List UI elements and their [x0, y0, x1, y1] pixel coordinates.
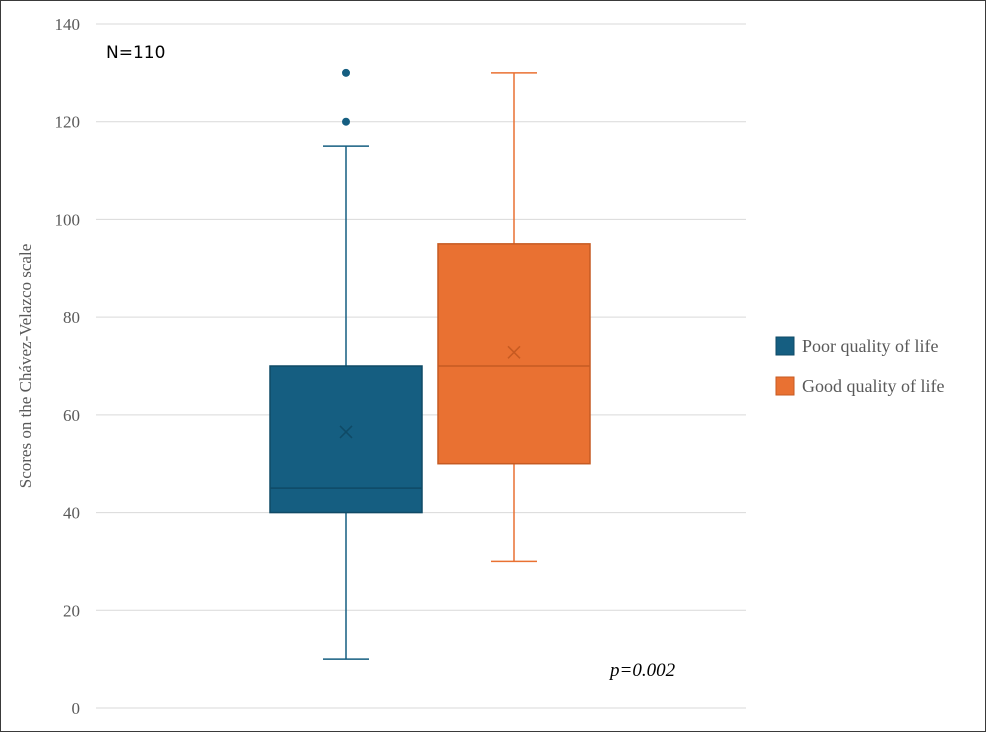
mean-marker	[339, 425, 353, 439]
y-axis-ticks: 0 20 40 60 80 100 120 140	[55, 15, 81, 718]
y-tick-label: 60	[63, 406, 80, 425]
y-tick-label: 20	[63, 601, 80, 620]
box-poor-quality	[269, 68, 423, 660]
interquartile-box	[269, 365, 423, 514]
legend-swatch	[775, 336, 795, 356]
interquartile-box	[437, 243, 591, 465]
y-tick-label: 40	[63, 504, 80, 523]
y-tick-label: 80	[63, 308, 80, 327]
box-series	[269, 68, 591, 660]
legend-label: Good quality of life	[802, 376, 944, 396]
outlier-point	[342, 68, 350, 77]
box-good-quality	[437, 72, 591, 563]
y-tick-label: 100	[55, 210, 81, 229]
y-tick-label: 120	[55, 113, 81, 132]
y-axis-label: Scores on the Chávez-Velazco scale	[16, 244, 35, 489]
gridlines	[96, 23, 746, 611]
p-value-note: p=0.002	[608, 660, 676, 681]
legend-swatch	[775, 376, 795, 396]
outlier-point	[342, 117, 350, 126]
sample-size-note: N=110	[106, 43, 165, 63]
mean-marker	[507, 345, 521, 359]
y-tick-label: 0	[72, 699, 81, 718]
legend: Poor quality of life Good quality of life	[775, 336, 944, 396]
y-tick-label: 140	[55, 15, 81, 34]
legend-label: Poor quality of life	[802, 336, 938, 356]
